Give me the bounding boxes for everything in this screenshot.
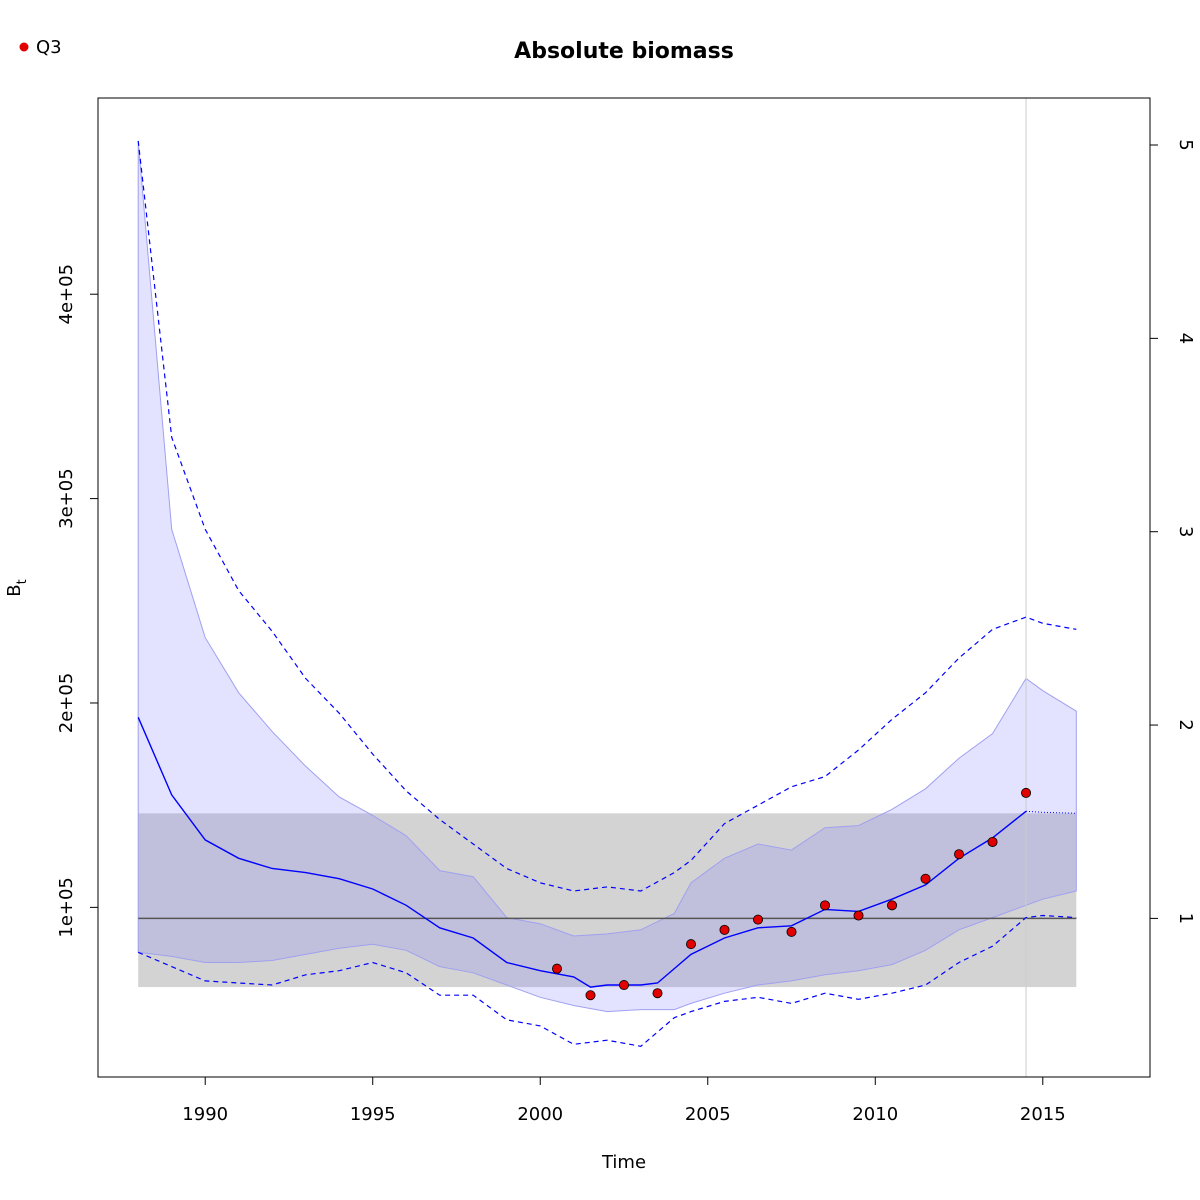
right-tick-label: 3 — [1175, 526, 1196, 537]
observation-point-q3 — [619, 980, 630, 991]
x-axis-label: Time — [601, 1152, 646, 1173]
observation-point-q3 — [719, 924, 730, 935]
right-tick-label: 1 — [1175, 913, 1196, 924]
biomass-estimate-line — [137, 717, 1027, 988]
x-tick-label: 2005 — [685, 1104, 731, 1125]
y-tick-label: 3e+05 — [56, 468, 77, 529]
outer-upper-bound-line — [137, 140, 1077, 892]
right-tick-label: 4 — [1175, 333, 1196, 344]
observation-point-q3 — [686, 939, 697, 950]
observation-point-q3 — [753, 914, 764, 925]
biomass-forecast-line — [1025, 810, 1077, 814]
x-tick-label: 2010 — [852, 1104, 898, 1125]
y-tick-label: 1e+05 — [56, 877, 77, 938]
observation-point-q3 — [585, 990, 596, 1001]
confidence-region-layer — [137, 140, 1077, 1013]
axes-layer: 1990 1995 2000 2005 2010 2015 1e+05 2e+05 3e+05 4… — [56, 139, 1196, 1125]
y-tick-label: 2e+05 — [56, 673, 77, 734]
observation-point-q3 — [820, 900, 831, 911]
svg-text:Bt: Bt — [4, 579, 30, 596]
line-layer — [137, 98, 1077, 1077]
observation-points-layer — [551, 787, 1032, 1001]
x-tick-label: 1990 — [182, 1104, 228, 1125]
legend-marker-q3 — [19, 42, 29, 52]
chart-title: Absolute biomass — [514, 39, 734, 64]
right-tick-label: 2 — [1175, 719, 1196, 730]
outer-lower-bound-line — [137, 914, 1077, 1047]
confidence-region — [137, 140, 1077, 1013]
observation-point-q3 — [551, 963, 562, 974]
observation-point-q3 — [920, 873, 931, 884]
observation-point-q3 — [652, 988, 663, 999]
reference-band-layer — [138, 813, 1077, 988]
y-axis-label-group: Bt — [4, 579, 30, 596]
y-axis-label: B — [4, 584, 25, 596]
observation-point-q3 — [1021, 787, 1032, 798]
right-tick-label: 5 — [1175, 139, 1196, 150]
legend: Q3 — [19, 37, 62, 58]
observation-point-q3 — [954, 849, 965, 860]
reference-band — [138, 813, 1077, 988]
observation-point-q3 — [987, 836, 998, 847]
x-tick-label: 2000 — [517, 1104, 563, 1125]
legend-label-q3: Q3 — [36, 37, 62, 58]
x-tick-label: 2015 — [1020, 1104, 1066, 1125]
observation-point-q3 — [853, 910, 864, 921]
observation-point-q3 — [887, 900, 898, 911]
x-tick-label: 1995 — [350, 1104, 396, 1125]
y-tick-label: 4e+05 — [56, 264, 77, 325]
observation-point-q3 — [786, 926, 797, 937]
y-axis-label-subscript: t — [15, 579, 30, 584]
